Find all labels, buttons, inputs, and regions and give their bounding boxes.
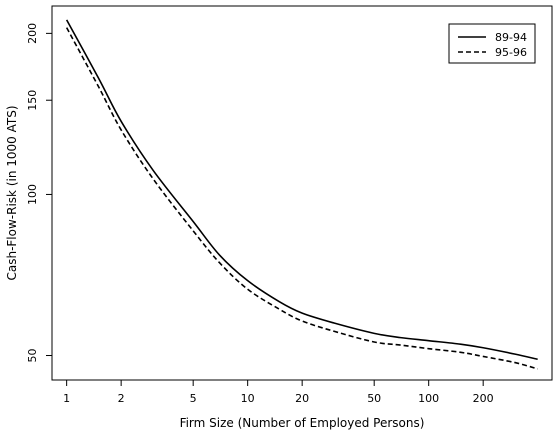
x-tick-label: 100	[418, 392, 439, 405]
y-axis-title: Cash-Flow-Risk (in 1000 ATS)	[5, 105, 19, 280]
y-tick-label: 100	[26, 184, 39, 205]
x-tick-label: 2	[118, 392, 125, 405]
x-tick-label: 1	[63, 392, 70, 405]
series-line-89-94	[65, 19, 538, 361]
x-tick-label: 50	[367, 392, 381, 405]
y-tick-label: 50	[26, 349, 39, 363]
x-tick-label: 20	[295, 392, 309, 405]
legend-box	[448, 23, 536, 64]
x-tick-label: 200	[473, 392, 494, 405]
series-layer	[65, 19, 538, 370]
x-axis-title: Firm Size (Number of Employed Persons)	[180, 416, 425, 430]
legend: 89-94 95-96	[448, 23, 536, 64]
series-line-95-96	[65, 27, 538, 370]
x-tick-label: 10	[241, 392, 255, 405]
y-tick-label: 200	[26, 23, 39, 44]
y-axis: 50 100 150 200	[26, 23, 52, 363]
x-axis: 1 2 5 10 20 50 100 200	[63, 380, 494, 405]
legend-label-89-94: 89-94	[495, 31, 527, 44]
y-tick-label: 150	[26, 90, 39, 111]
legend-label-95-96: 95-96	[495, 46, 527, 59]
x-tick-label: 5	[190, 392, 197, 405]
